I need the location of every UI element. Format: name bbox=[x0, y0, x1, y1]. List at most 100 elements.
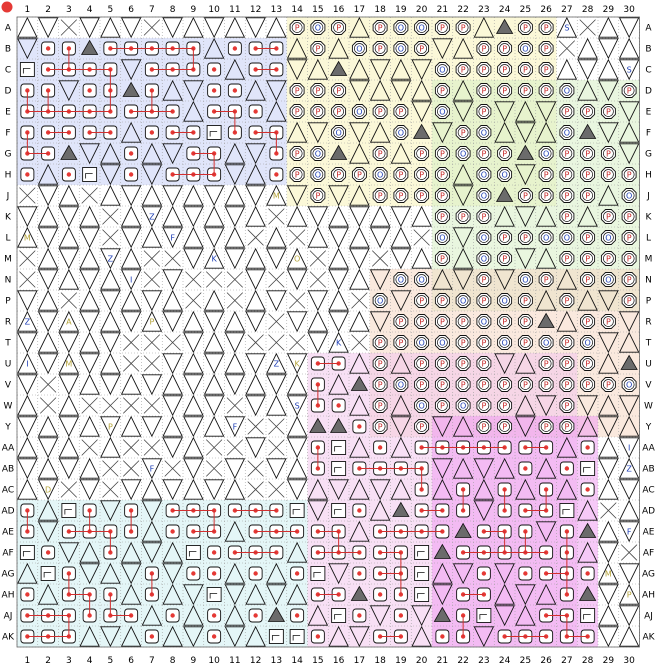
triangle-up-icon[interactable] bbox=[515, 100, 536, 122]
cross-icon[interactable] bbox=[102, 397, 119, 414]
triangle-up-icon[interactable] bbox=[328, 373, 349, 395]
triangle-down-icon[interactable] bbox=[307, 290, 329, 312]
triangle-down-icon[interactable] bbox=[79, 479, 100, 501]
triangle-down-icon[interactable] bbox=[141, 416, 163, 438]
triangle-down-icon[interactable] bbox=[618, 59, 640, 81]
triangle-up-icon[interactable] bbox=[266, 226, 287, 248]
box-icon[interactable] bbox=[331, 503, 347, 518]
triangle-up-icon[interactable] bbox=[286, 457, 308, 479]
filled-triangle-icon[interactable] bbox=[329, 60, 348, 76]
triangle-down-icon[interactable] bbox=[452, 227, 474, 249]
triangle-down-icon[interactable] bbox=[390, 290, 412, 312]
triangle-down-icon[interactable] bbox=[473, 626, 495, 648]
box-icon[interactable] bbox=[61, 503, 77, 518]
triangle-down-icon[interactable] bbox=[162, 353, 183, 375]
triangle-up-icon[interactable] bbox=[58, 352, 80, 374]
triangle-down-icon[interactable] bbox=[286, 269, 308, 291]
triangle-up-icon[interactable] bbox=[37, 205, 59, 227]
triangle-up-icon[interactable] bbox=[79, 541, 100, 563]
cross-icon[interactable] bbox=[164, 334, 181, 351]
box-icon[interactable] bbox=[559, 503, 575, 518]
cross-icon[interactable] bbox=[60, 292, 78, 309]
cross-icon[interactable] bbox=[226, 292, 244, 309]
triangle-down-icon[interactable] bbox=[452, 101, 474, 123]
triangle-up-icon[interactable] bbox=[515, 604, 536, 626]
triangle-down-icon[interactable] bbox=[141, 458, 163, 480]
cross-icon[interactable] bbox=[268, 208, 285, 225]
triangle-up-icon[interactable] bbox=[162, 373, 183, 395]
triangle-up-icon[interactable] bbox=[535, 457, 557, 479]
cross-icon[interactable] bbox=[81, 439, 98, 456]
triangle-down-icon[interactable] bbox=[307, 122, 329, 144]
triangle-down-icon[interactable] bbox=[390, 416, 412, 438]
triangle-down-icon[interactable] bbox=[37, 311, 59, 333]
filled-triangle-icon[interactable] bbox=[329, 144, 348, 160]
cross-icon[interactable] bbox=[268, 313, 285, 330]
triangle-up-icon[interactable] bbox=[37, 499, 59, 521]
triangle-down-icon[interactable] bbox=[369, 227, 391, 249]
triangle-up-icon[interactable] bbox=[183, 604, 204, 626]
triangle-down-icon[interactable] bbox=[432, 38, 453, 60]
triangle-down-icon[interactable] bbox=[618, 395, 640, 417]
cross-icon[interactable] bbox=[226, 439, 244, 456]
triangle-up-icon[interactable] bbox=[618, 331, 640, 353]
triangle-down-icon[interactable] bbox=[286, 353, 308, 375]
triangle-up-icon[interactable] bbox=[598, 16, 619, 38]
triangle-up-icon[interactable] bbox=[390, 226, 412, 248]
cross-icon[interactable] bbox=[226, 271, 244, 288]
triangle-down-icon[interactable] bbox=[79, 353, 100, 375]
filled-triangle-icon[interactable] bbox=[309, 417, 327, 433]
triangle-down-icon[interactable] bbox=[17, 374, 38, 396]
triangle-up-icon[interactable] bbox=[141, 184, 163, 206]
triangle-up-icon[interactable] bbox=[224, 226, 246, 248]
triangle-up-icon[interactable] bbox=[556, 310, 578, 332]
cross-icon[interactable] bbox=[122, 334, 140, 351]
triangle-down-icon[interactable] bbox=[120, 479, 142, 501]
box-icon[interactable] bbox=[289, 629, 305, 644]
triangle-up-icon[interactable] bbox=[162, 79, 183, 101]
triangle-down-icon[interactable] bbox=[245, 143, 266, 165]
triangle-down-icon[interactable] bbox=[598, 416, 619, 438]
triangle-down-icon[interactable] bbox=[328, 311, 349, 333]
triangle-down-icon[interactable] bbox=[58, 416, 80, 438]
triangle-down-icon[interactable] bbox=[515, 584, 536, 606]
triangle-up-icon[interactable] bbox=[556, 58, 578, 80]
triangle-down-icon[interactable] bbox=[162, 227, 183, 249]
triangle-up-icon[interactable] bbox=[183, 16, 204, 38]
triangle-down-icon[interactable] bbox=[203, 227, 225, 249]
filled-triangle-icon[interactable] bbox=[454, 522, 472, 538]
triangle-up-icon[interactable] bbox=[618, 583, 640, 605]
cross-icon[interactable] bbox=[143, 355, 161, 372]
cross-icon[interactable] bbox=[39, 397, 57, 414]
triangle-down-icon[interactable] bbox=[120, 563, 142, 585]
triangle-up-icon[interactable] bbox=[58, 310, 80, 332]
cross-icon[interactable] bbox=[81, 397, 98, 414]
triangle-down-icon[interactable] bbox=[141, 164, 163, 186]
triangle-up-icon[interactable] bbox=[120, 121, 142, 143]
triangle-down-icon[interactable] bbox=[224, 332, 246, 354]
triangle-up-icon[interactable] bbox=[535, 583, 557, 605]
triangle-up-icon[interactable] bbox=[286, 205, 308, 227]
triangle-down-icon[interactable] bbox=[266, 584, 287, 606]
triangle-down-icon[interactable] bbox=[286, 479, 308, 501]
triangle-up-icon[interactable] bbox=[286, 583, 308, 605]
triangle-up-icon[interactable] bbox=[598, 562, 619, 584]
triangle-down-icon[interactable] bbox=[183, 206, 204, 228]
triangle-up-icon[interactable] bbox=[79, 373, 100, 395]
triangle-down-icon[interactable] bbox=[162, 479, 183, 501]
cross-icon[interactable] bbox=[205, 271, 223, 288]
filled-triangle-icon[interactable] bbox=[433, 543, 452, 559]
filled-triangle-icon[interactable] bbox=[60, 144, 78, 160]
triangle-up-icon[interactable] bbox=[162, 289, 183, 311]
cross-icon[interactable] bbox=[143, 250, 161, 267]
filled-triangle-icon[interactable] bbox=[350, 585, 369, 601]
triangle-down-icon[interactable] bbox=[17, 458, 38, 480]
triangle-up-icon[interactable] bbox=[286, 37, 308, 59]
triangle-down-icon[interactable] bbox=[162, 17, 183, 39]
triangle-up-icon[interactable] bbox=[349, 184, 370, 206]
triangle-down-icon[interactable] bbox=[494, 353, 515, 375]
triangle-up-icon[interactable] bbox=[515, 352, 536, 374]
filled-triangle-icon[interactable] bbox=[392, 501, 410, 517]
triangle-down-icon[interactable] bbox=[58, 542, 80, 564]
triangle-up-icon[interactable] bbox=[183, 100, 204, 122]
